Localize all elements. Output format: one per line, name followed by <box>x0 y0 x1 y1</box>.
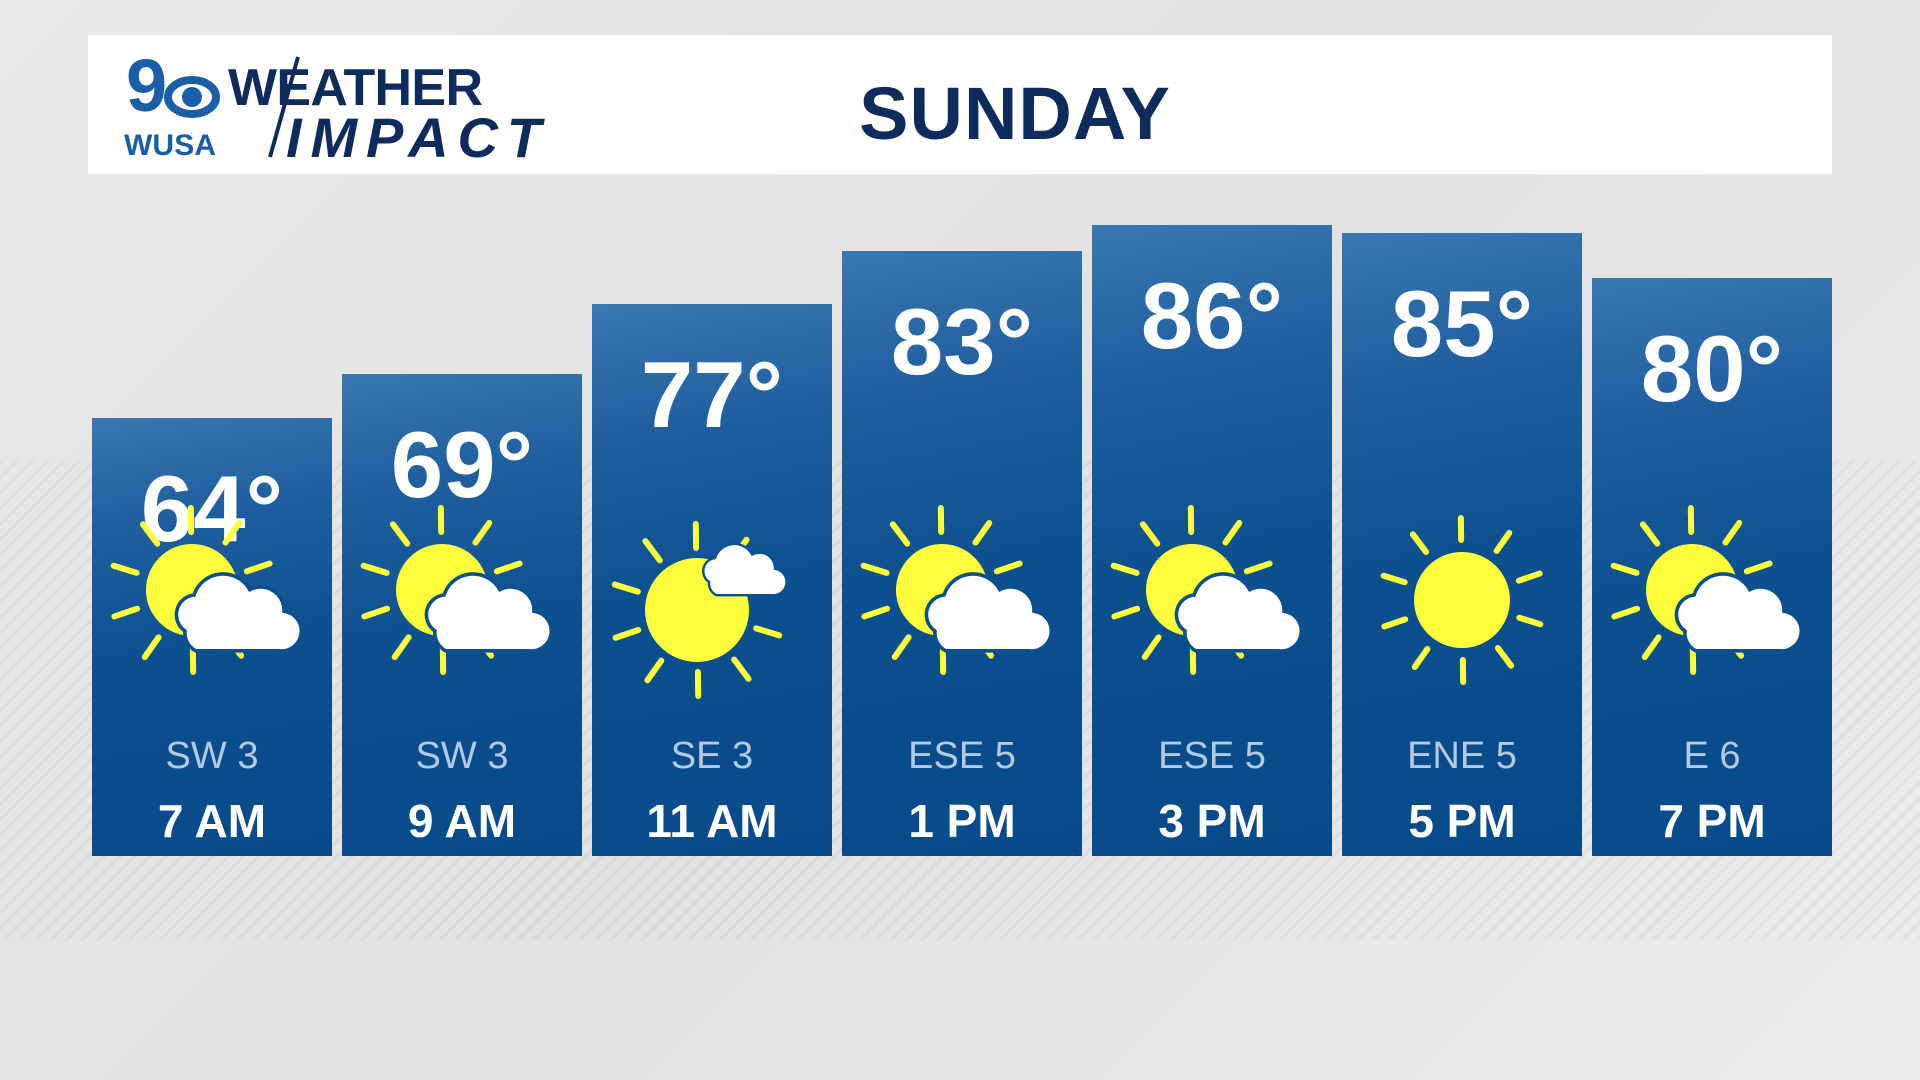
temperature: 83° <box>890 289 1034 394</box>
wind: SE 3 <box>670 735 754 777</box>
temperature: 85° <box>1390 271 1534 376</box>
forecast-card: 83° ESE 5 1 PM <box>842 251 1082 856</box>
partly-sunny-icon <box>860 505 1054 675</box>
wind: ESE 5 <box>908 735 1016 777</box>
partly-sunny-icon <box>1110 505 1304 675</box>
wind: SW 3 <box>165 735 259 777</box>
time-label: 9 AM <box>407 795 517 847</box>
time-label: 7 AM <box>157 795 267 847</box>
forecast-card: 64° SW 3 7 AM <box>92 418 332 856</box>
partly-sunny-icon <box>360 505 554 675</box>
mostly-sunny-icon <box>611 521 788 699</box>
forecast-card: 69° SW 3 9 AM <box>342 374 582 856</box>
time-label: 3 PM <box>1158 795 1266 847</box>
temperature: 86° <box>1140 263 1284 368</box>
forecast-card: 86° ESE 5 3 PM <box>1092 225 1332 856</box>
time-label: 5 PM <box>1408 795 1516 847</box>
wind: SW 3 <box>415 735 509 777</box>
wind: ESE 5 <box>1158 735 1266 777</box>
forecast-card: 77° SE 3 11 AM <box>592 304 832 856</box>
wind: E 6 <box>1683 735 1741 777</box>
temperature: 69° <box>390 412 534 517</box>
page-title: SUNDAY <box>859 72 1171 155</box>
svg-text:9: 9 <box>126 49 167 127</box>
time-label: 7 PM <box>1658 795 1766 847</box>
sunny-icon <box>1380 515 1544 685</box>
temperature: 77° <box>640 342 784 447</box>
forecast-card: 85° ENE 5 5 PM <box>1342 233 1582 856</box>
forecast-card: 80° E 6 7 PM <box>1592 278 1832 856</box>
header-bar: 9 WUSA WEATHER IMPACT SUNDAY <box>88 35 1832 174</box>
time-label: 1 PM <box>908 795 1016 847</box>
temperature: 64° <box>140 456 284 561</box>
temperature: 80° <box>1640 316 1784 421</box>
svg-text:WUSA: WUSA <box>124 129 216 161</box>
partly-sunny-icon <box>110 505 304 675</box>
partly-sunny-icon <box>1610 505 1804 675</box>
wusa-weather-impact-logo: 9 WUSA WEATHER IMPACT <box>124 49 546 161</box>
svg-text:WEATHER: WEATHER <box>228 59 483 117</box>
time-label: 11 AM <box>646 795 778 847</box>
wind: ENE 5 <box>1407 735 1517 777</box>
